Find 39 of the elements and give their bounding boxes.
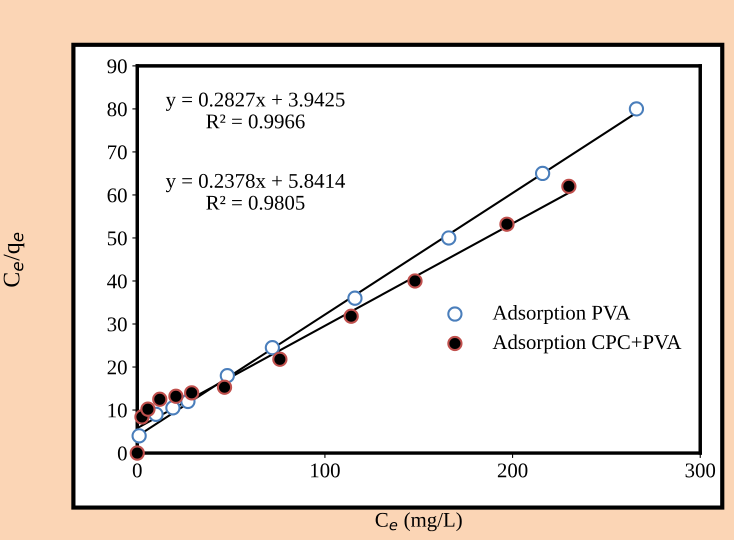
point	[534, 166, 550, 182]
legend-label: Adsorption CPC+PVA	[492, 334, 682, 354]
point	[216, 380, 232, 395]
x-tick-label: 100	[311, 463, 340, 478]
point	[561, 178, 577, 194]
point	[140, 402, 156, 417]
x-tick-label: 300	[686, 463, 716, 478]
point	[407, 273, 423, 289]
point	[272, 352, 288, 367]
point	[628, 101, 644, 117]
x-axis-title: C$_{e}$ (mg/L)	[376, 512, 462, 532]
y-tick-label: 40	[107, 274, 127, 288]
point	[130, 445, 145, 461]
y-tick-label: 50	[108, 231, 127, 246]
legend-label: Adsorption PVA	[492, 305, 630, 324]
point	[264, 340, 280, 356]
point	[152, 392, 168, 407]
point	[441, 230, 456, 246]
y-tick-label: 70	[108, 145, 127, 160]
y-tick-label: 10	[108, 403, 127, 418]
point	[168, 388, 184, 404]
x-tick-label: 0	[132, 463, 142, 478]
point	[220, 368, 235, 384]
y-tick-label: 60	[108, 188, 127, 202]
point	[132, 428, 147, 444]
point	[347, 290, 363, 306]
point	[165, 400, 181, 416]
y-axis-title: C$_{e}$/q$_{e}$	[4, 232, 24, 287]
point	[499, 216, 515, 232]
point	[184, 385, 200, 400]
y-tick-label: 20	[108, 360, 127, 374]
point	[344, 308, 359, 324]
annotation: y = 0.2378x + 5.8414 R² = 0.9805	[166, 174, 346, 210]
y-tick-label: 30	[108, 317, 127, 332]
y-tick-label: 0	[118, 446, 127, 460]
y-tick-label: 80	[107, 102, 127, 116]
x-tick-label: 200	[498, 463, 528, 478]
y-tick-label: 90	[107, 59, 127, 74]
annotation: y = 0.2827x + 3.9425 R² = 0.9966	[166, 92, 345, 129]
